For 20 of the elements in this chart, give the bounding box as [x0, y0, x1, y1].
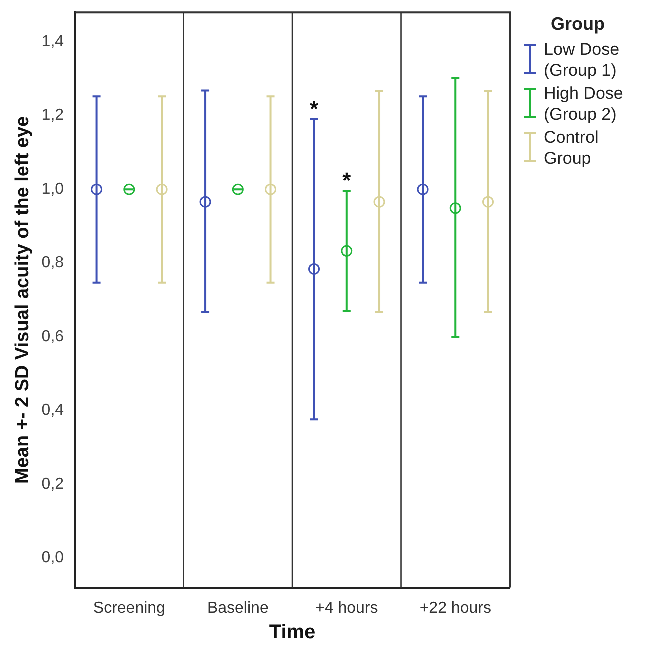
y-axis-title: Mean +- 2 SD Visual acuity of the left eye — [12, 116, 34, 484]
y-tick-label: 0,4 — [42, 402, 64, 420]
y-tick-label: 0,2 — [42, 476, 64, 493]
y-tick-label: 1,4 — [42, 34, 64, 51]
y-tick-label: 0,0 — [42, 550, 64, 567]
y-tick-label: 1,0 — [42, 180, 64, 198]
legend-label: Control Group — [544, 127, 600, 169]
y-tick-label: 1,2 — [42, 107, 64, 124]
x-tick-label: +22 hours — [420, 600, 492, 617]
y-tick-label: 0,6 — [42, 328, 64, 346]
annotation: * — [310, 96, 319, 122]
legend-label: Low Dose (Group 1) — [544, 39, 621, 81]
x-tick-label: +4 hours — [316, 600, 378, 617]
legend-label: High Dose (Group 2) — [544, 83, 624, 125]
legend-title: Group — [550, 14, 606, 35]
annotation: * — [342, 168, 352, 194]
x-axis-title: Time — [269, 622, 316, 644]
y-tick-label: 0,8 — [42, 254, 64, 272]
x-tick-label: Screening — [93, 600, 166, 617]
x-tick-label: Baseline — [207, 600, 269, 617]
